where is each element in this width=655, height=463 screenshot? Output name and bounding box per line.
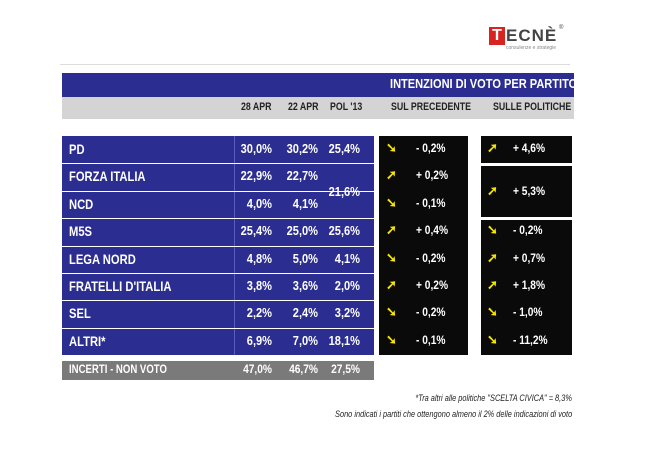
party-name: LEGA NORD bbox=[69, 251, 136, 267]
arrow-down-right-icon: ➘ bbox=[386, 250, 397, 265]
delta-sul-precedente: - 0,2% bbox=[416, 305, 446, 319]
row-divider bbox=[62, 328, 374, 329]
arrow-down-right-icon: ➘ bbox=[386, 140, 397, 155]
arrow-up-right-icon: ➚ bbox=[386, 222, 397, 237]
logo-letter: T bbox=[489, 27, 505, 45]
value-22apr: 2,4% bbox=[292, 305, 318, 320]
arrow-up-right-icon: ➚ bbox=[487, 277, 498, 292]
col-header-28apr: 28 APR bbox=[241, 101, 272, 113]
delta-sul-precedente: - 0,2% bbox=[416, 251, 446, 265]
tecne-logo: T ECNÈ ® consulenze e strategie bbox=[489, 25, 569, 57]
delta-sulle-politiche: - 11,2% bbox=[513, 333, 548, 347]
page-title: INTENZIONI DI VOTO PER PARTITO bbox=[390, 76, 578, 91]
logo-text: ECNÈ bbox=[506, 26, 558, 45]
party-name: PD bbox=[69, 141, 85, 157]
column-header-band bbox=[62, 97, 574, 119]
delta-sulle-politiche: + 1,8% bbox=[513, 278, 546, 292]
value-28apr: 6,9% bbox=[246, 333, 272, 348]
party-name: FRATELLI D'ITALIA bbox=[69, 278, 172, 294]
sulle-politiche-block bbox=[481, 220, 572, 355]
row-divider bbox=[62, 191, 374, 192]
value-22apr: 3,6% bbox=[292, 278, 318, 293]
party-name: NCD bbox=[69, 196, 94, 212]
delta-sul-precedente: + 0,2% bbox=[416, 278, 449, 292]
value-pol13: 18,1% bbox=[328, 333, 360, 348]
incerti-label: INCERTI - NON VOTO bbox=[69, 362, 167, 376]
value-22apr: 7,0% bbox=[292, 333, 318, 348]
value-pol13: 25,4% bbox=[328, 141, 360, 156]
value-28apr: 4,0% bbox=[246, 196, 272, 211]
value-22apr: 4,1% bbox=[292, 196, 318, 211]
sulle-politiche-block bbox=[481, 166, 572, 217]
party-table bbox=[62, 136, 374, 355]
value-28apr: 25,4% bbox=[240, 223, 272, 238]
arrow-up-right-icon: ➚ bbox=[386, 277, 397, 292]
logo-tagline: consulenze e strategie bbox=[506, 45, 557, 51]
row-divider bbox=[62, 163, 374, 164]
arrow-up-right-icon: ➚ bbox=[487, 183, 498, 198]
pol13-merged-value: 21,6% bbox=[328, 184, 360, 199]
header-band bbox=[62, 73, 574, 97]
value-28apr: 2,2% bbox=[246, 305, 272, 320]
column-separator bbox=[234, 136, 235, 355]
arrow-down-right-icon: ➘ bbox=[487, 332, 498, 347]
incerti-pol13: 27,5% bbox=[331, 362, 360, 376]
col-header-sul-precedente: SUL PRECEDENTE bbox=[391, 101, 472, 113]
value-28apr: 30,0% bbox=[240, 141, 272, 156]
footnote-threshold: Sono indicati i partiti che ottengono al… bbox=[334, 409, 572, 419]
value-pol13: 3,2% bbox=[334, 305, 360, 320]
arrow-down-right-icon: ➘ bbox=[487, 304, 498, 319]
party-name: ALTRI* bbox=[69, 333, 106, 349]
row-divider bbox=[62, 218, 374, 219]
party-name: FORZA ITALIA bbox=[69, 168, 146, 184]
sul-precedente-block bbox=[379, 136, 468, 355]
footnote-scelta-civica: *Tra altri alle politiche "SCELTA CIVICA… bbox=[415, 393, 572, 403]
value-pol13: 2,0% bbox=[334, 278, 360, 293]
party-name: SEL bbox=[69, 305, 91, 321]
value-28apr: 3,8% bbox=[246, 278, 272, 293]
value-22apr: 22,7% bbox=[286, 168, 318, 183]
delta-sul-precedente: - 0,1% bbox=[416, 333, 446, 347]
arrow-down-right-icon: ➘ bbox=[386, 332, 397, 347]
arrow-down-right-icon: ➘ bbox=[487, 222, 498, 237]
value-22apr: 5,0% bbox=[292, 251, 318, 266]
delta-sul-precedente: - 0,2% bbox=[416, 141, 446, 155]
row-divider bbox=[62, 273, 374, 274]
politiche-merged-delta: + 5,3% bbox=[513, 184, 546, 198]
value-22apr: 25,0% bbox=[286, 223, 318, 238]
value-pol13: 25,6% bbox=[328, 223, 360, 238]
value-28apr: 4,8% bbox=[246, 251, 272, 266]
col-header-sulle-politiche: SULLE POLITICHE bbox=[493, 101, 572, 113]
delta-sul-precedente: + 0,2% bbox=[416, 168, 449, 182]
arrow-up-right-icon: ➚ bbox=[487, 250, 498, 265]
party-name: M5S bbox=[69, 223, 93, 239]
row-divider bbox=[62, 246, 374, 247]
delta-sulle-politiche: - 1,0% bbox=[513, 305, 543, 319]
delta-sulle-politiche: + 0,7% bbox=[513, 251, 546, 265]
arrow-down-right-icon: ➘ bbox=[386, 304, 397, 319]
delta-sulle-politiche: - 0,2% bbox=[513, 223, 543, 237]
row-divider bbox=[62, 300, 374, 301]
value-28apr: 22,9% bbox=[240, 168, 272, 183]
sulle-politiche-block bbox=[481, 136, 572, 163]
logo-registered: ® bbox=[559, 25, 564, 31]
divider bbox=[60, 64, 570, 65]
arrow-up-right-icon: ➚ bbox=[487, 140, 498, 155]
delta-sul-precedente: + 0,4% bbox=[416, 223, 449, 237]
col-header-pol13: POL '13 bbox=[330, 101, 363, 113]
incerti-band bbox=[62, 361, 374, 380]
incerti-28apr: 47,0% bbox=[243, 362, 272, 376]
arrow-down-right-icon: ➘ bbox=[386, 195, 397, 210]
delta-sulle-politiche: + 4,6% bbox=[513, 141, 546, 155]
delta-sul-precedente: - 0,1% bbox=[416, 196, 446, 210]
arrow-up-right-icon: ➚ bbox=[386, 167, 397, 182]
value-pol13: 4,1% bbox=[334, 251, 360, 266]
incerti-22apr: 46,7% bbox=[289, 362, 318, 376]
value-22apr: 30,2% bbox=[286, 141, 318, 156]
col-header-22apr: 22 APR bbox=[288, 101, 319, 113]
